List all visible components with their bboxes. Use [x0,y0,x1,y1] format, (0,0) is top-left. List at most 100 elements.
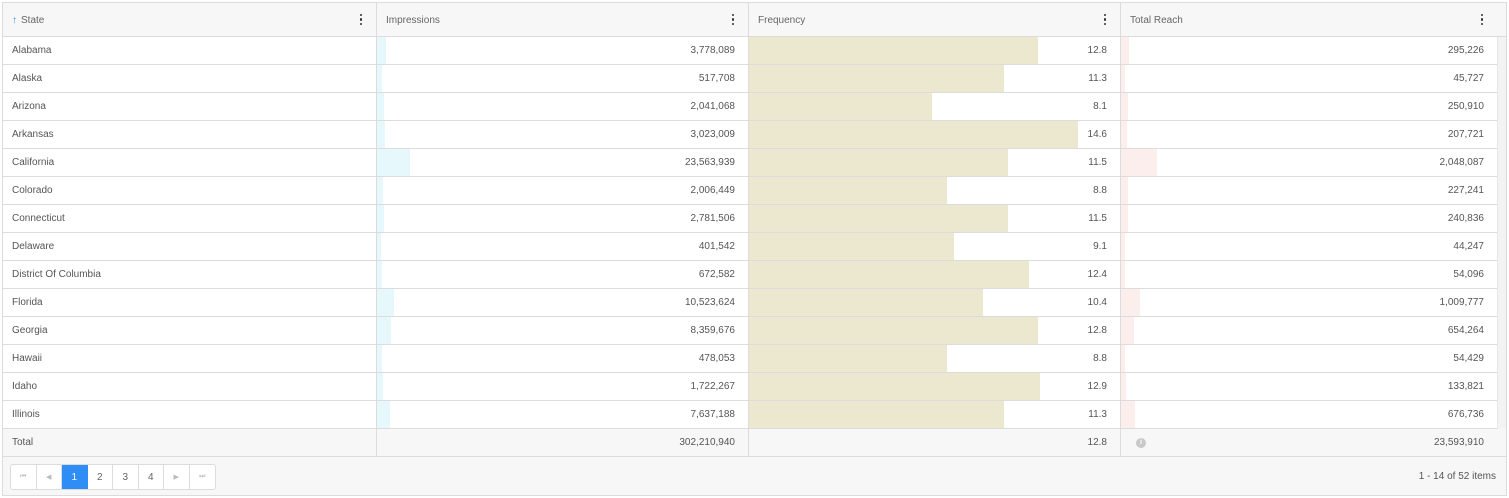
page-button-2[interactable]: 2 [88,465,113,489]
frequency-cell: 9.1 [749,233,1121,260]
frequency-bar [749,205,1009,232]
total-reach-value: 227,241 [1447,185,1484,196]
state-name: Connecticut [12,213,65,224]
totals-reach: 23,593,910 [1433,437,1484,448]
impressions-value: 7,637,188 [690,409,736,420]
impressions-bar [377,233,382,260]
frequency-value: 11.3 [1088,409,1107,420]
state-cell: Idaho [3,373,377,400]
table-row[interactable]: California 23,563,939 11.5 2,048,087 [3,149,1497,177]
frequency-bar [749,149,1009,176]
state-name: Florida [12,297,43,308]
state-cell: Delaware [3,233,377,260]
state-name: Arkansas [12,129,54,140]
frequency-bar [749,345,948,372]
impressions-cell: 1,722,267 [377,373,749,400]
impressions-bar [377,345,382,372]
total-reach-bar [1121,373,1127,400]
column-label: Frequency [758,14,806,26]
total-reach-value: 295,226 [1447,45,1484,56]
total-reach-cell: 227,241 [1121,177,1497,204]
table-row[interactable]: Connecticut 2,781,506 11.5 240,836 [3,205,1497,233]
frequency-cell: 11.5 [749,149,1121,176]
total-reach-cell: 676,736 [1121,401,1497,428]
total-reach-bar [1121,37,1129,64]
last-page-button[interactable]: ⏭ [190,465,216,489]
table-row[interactable]: Delaware 401,542 9.1 44,247 [3,233,1497,261]
column-header-total-reach[interactable]: Total Reach [1121,3,1497,37]
total-reach-value: 133,821 [1447,381,1484,392]
state-name: Arizona [12,101,46,112]
totals-label-cell: Total [3,429,377,457]
info-icon[interactable]: i [1136,438,1146,448]
frequency-bar [749,121,1079,148]
table-row[interactable]: Alabama 3,778,089 12.8 295,226 [3,37,1497,65]
total-reach-cell: 1,009,777 [1121,289,1497,316]
total-reach-value: 207,721 [1447,129,1484,140]
total-reach-cell: 654,264 [1121,317,1497,344]
frequency-cell: 12.9 [749,373,1121,400]
total-reach-value: 250,910 [1447,101,1484,112]
state-name: California [12,157,55,168]
total-reach-value: 654,264 [1447,325,1484,336]
state-name: Hawaii [12,353,43,364]
impressions-bar [377,37,386,64]
state-cell: Connecticut [3,205,377,232]
total-reach-bar [1121,345,1125,372]
table-row[interactable]: Hawaii 478,053 8.8 54,429 [3,345,1497,373]
impressions-value: 10,523,624 [684,297,735,308]
vertical-scrollbar[interactable] [1497,37,1506,429]
impressions-value: 1,722,267 [690,381,736,392]
table-row[interactable]: Georgia 8,359,676 12.8 654,264 [3,317,1497,345]
table-row[interactable]: Illinois 7,637,188 11.3 676,736 [3,401,1497,429]
table-row[interactable]: Arkansas 3,023,009 14.6 207,721 [3,121,1497,149]
state-cell: Hawaii [3,345,377,372]
prev-page-button[interactable]: ◀ [37,465,62,489]
impressions-cell: 10,523,624 [377,289,749,316]
column-label: Total Reach [1130,14,1183,26]
impressions-value: 2,781,506 [690,213,736,224]
table-row[interactable]: Alaska 517,708 11.3 45,727 [3,65,1497,93]
impressions-bar [377,261,382,288]
frequency-cell: 11.5 [749,205,1121,232]
impressions-bar [377,65,382,92]
kebab-menu-icon[interactable] [360,14,363,25]
impressions-bar [377,205,385,232]
frequency-cell: 12.8 [749,317,1121,344]
frequency-value: 14.6 [1087,129,1107,140]
page-button-3[interactable]: 3 [113,465,139,489]
state-cell: Florida [3,289,377,316]
state-cell: Colorado [3,177,377,204]
page-button-1[interactable]: 1 [62,465,88,489]
total-reach-bar [1121,93,1128,120]
totals-row: Total 302,210,940 12.8 i 23,593,910 [3,429,1506,457]
impressions-bar [377,401,391,428]
table-row[interactable]: Arizona 2,041,068 8.1 250,910 [3,93,1497,121]
kebab-menu-icon[interactable] [732,14,735,25]
impressions-bar [377,317,392,344]
column-header-frequency[interactable]: Frequency [749,3,1121,37]
kebab-menu-icon[interactable] [1104,14,1107,25]
page-button-4[interactable]: 4 [139,465,164,489]
state-cell: California [3,149,377,176]
first-page-button[interactable]: ⏮ [11,465,37,489]
frequency-cell: 12.8 [749,37,1121,64]
frequency-value: 11.3 [1088,73,1107,84]
column-header-impressions[interactable]: Impressions [377,3,749,37]
table-row[interactable]: District Of Columbia 672,582 12.4 54,096 [3,261,1497,289]
total-reach-cell: 250,910 [1121,93,1497,120]
column-label: State [21,14,45,26]
table-row[interactable]: Idaho 1,722,267 12.9 133,821 [3,373,1497,401]
frequency-bar [749,261,1029,288]
kebab-menu-icon[interactable] [1481,14,1484,25]
table-row[interactable]: Colorado 2,006,449 8.8 227,241 [3,177,1497,205]
impressions-value: 3,023,009 [690,129,736,140]
impressions-cell: 23,563,939 [377,149,749,176]
table-row[interactable]: Florida 10,523,624 10.4 1,009,777 [3,289,1497,317]
impressions-cell: 8,359,676 [377,317,749,344]
column-header-state[interactable]: ↑ State [3,3,377,37]
next-page-button[interactable]: ▶ [164,465,190,489]
total-reach-cell: 207,721 [1121,121,1497,148]
pagination-summary: 1 - 14 of 52 items [1418,471,1496,482]
